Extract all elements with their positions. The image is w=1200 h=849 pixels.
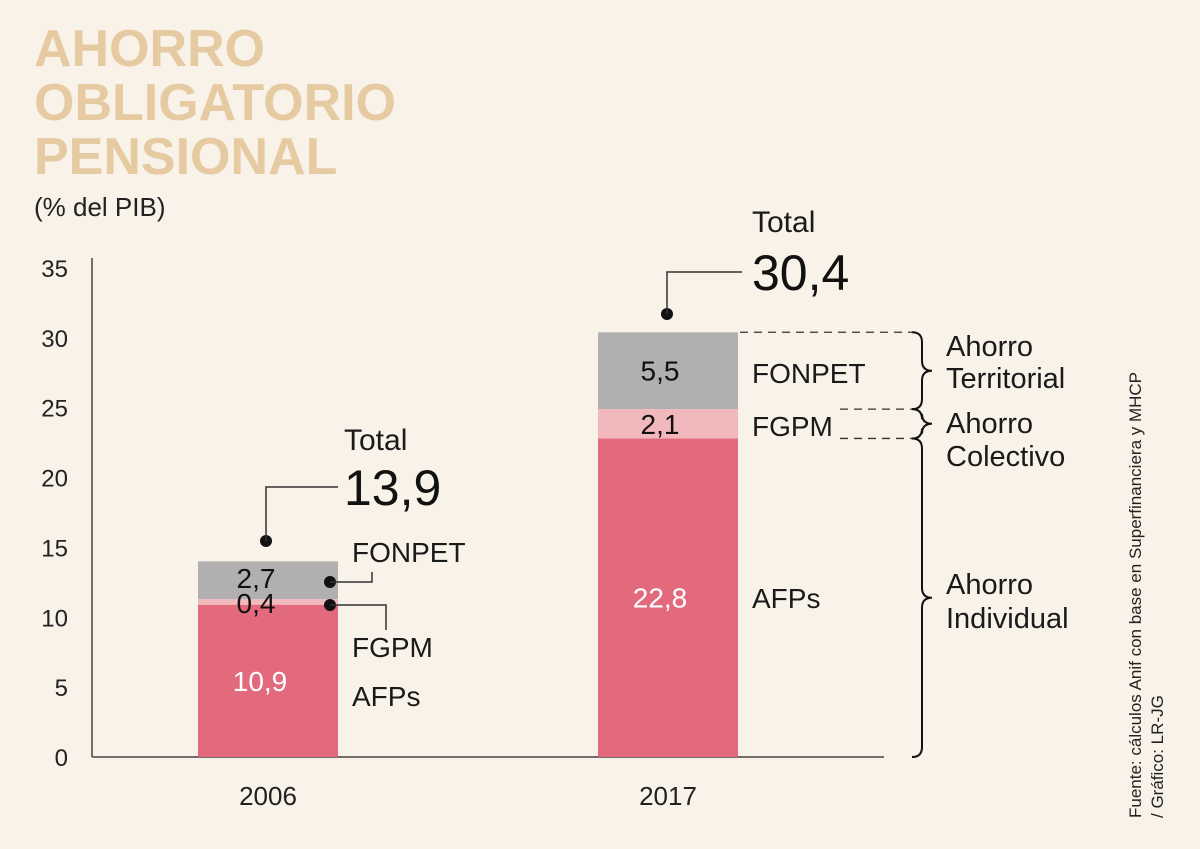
series-label-afps: AFPs: [352, 681, 420, 712]
bar-value-label: 0,4: [237, 588, 276, 619]
bar-afps-2017: [598, 438, 738, 757]
x-tick-label: 2017: [639, 781, 697, 811]
series-label-afps: AFPs: [752, 583, 820, 614]
bar-fonpet-2017: [598, 332, 738, 410]
y-tick-label: 20: [41, 466, 68, 493]
group-label-line: Territorial: [946, 363, 1065, 395]
series-label-fgpm: FGPM: [352, 632, 433, 663]
bar-value-label: 2,7: [237, 563, 276, 594]
y-tick-label: 25: [41, 396, 68, 423]
series-label-fgpm: FGPM: [752, 411, 833, 442]
group-label-line: Ahorro: [946, 569, 1033, 601]
total-value-label: 13,9: [344, 460, 441, 516]
source-note-line: / Gráfico: LR-JG: [1148, 695, 1167, 818]
series-label-fonpet: FONPET: [352, 537, 466, 568]
group-label-line: Individual: [946, 603, 1069, 635]
y-tick-label: 0: [55, 745, 68, 772]
y-tick-label: 5: [55, 675, 68, 702]
y-tick-label: 10: [41, 605, 68, 632]
bar-fonpet-2006: [198, 561, 338, 600]
total-word-label: Total: [752, 206, 815, 239]
group-label-line: Colectivo: [946, 441, 1065, 473]
fonpet-connector: [330, 572, 373, 583]
bar-fgpm-2017: [598, 409, 738, 439]
bar-value-label: 22,8: [633, 583, 688, 614]
group-label-line: Ahorro: [946, 331, 1033, 363]
source-note-line: Fuente: cálculos Anif con base en Superf…: [1126, 372, 1145, 818]
y-tick-label: 15: [41, 535, 68, 562]
brace-ahorro-colectivo: [911, 408, 933, 440]
title-line-1: AHORRO: [34, 20, 266, 78]
group-label-line: Ahorro: [946, 408, 1033, 440]
brace-ahorro-territorial: [911, 331, 933, 411]
y-tick-label: 30: [41, 326, 68, 353]
chart-subtitle: (% del PIB): [34, 192, 166, 222]
fgpm-connector: [330, 604, 387, 630]
total-value-label: 30,4: [752, 245, 849, 301]
x-tick-label: 2006: [239, 781, 297, 811]
total-connector: [666, 271, 742, 314]
total-word-label: Total: [344, 424, 407, 457]
title-line-2: OBLIGATORIO: [34, 74, 397, 132]
y-tick-label: 35: [41, 256, 68, 283]
bar-fgpm-2006: [198, 599, 338, 605]
bar-value-label: 5,5: [641, 356, 680, 387]
brace-ahorro-individual: [911, 437, 933, 758]
bar-value-label: 10,9: [233, 666, 288, 697]
bar-afps-2006: [198, 604, 338, 757]
title-line-3: PENSIONAL: [34, 128, 338, 186]
chart-title: AHORRO OBLIGATORIO PENSIONAL: [34, 22, 396, 184]
total-connector: [265, 486, 338, 541]
series-label-fonpet: FONPET: [752, 358, 866, 389]
bar-value-label: 2,1: [641, 409, 680, 440]
